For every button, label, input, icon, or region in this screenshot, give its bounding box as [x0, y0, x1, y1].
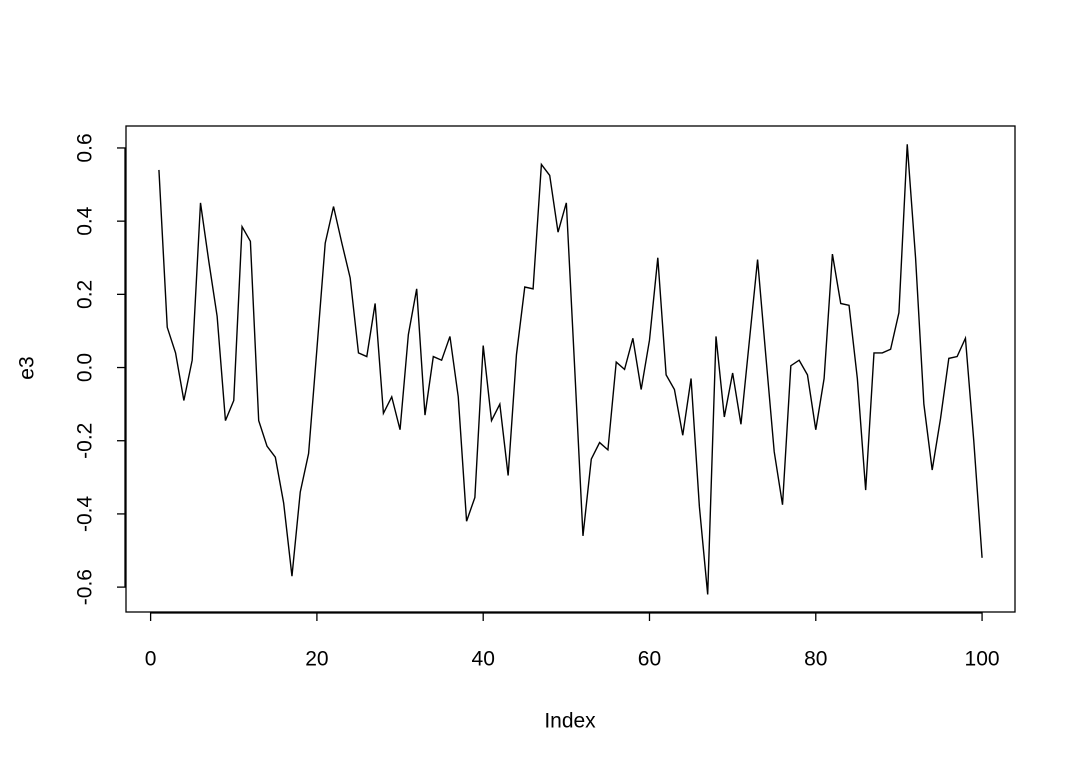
plot-frame	[125, 125, 1016, 613]
y-tick-label: 0.0	[74, 353, 97, 382]
x-tick-label: 100	[965, 648, 1000, 671]
y-tick-label: 0.2	[74, 280, 97, 309]
x-tick-label: 80	[804, 648, 827, 671]
x-tick-label: 20	[305, 648, 328, 671]
y-tick-label: 0.4	[74, 206, 97, 236]
x-tick-label: 40	[472, 648, 495, 671]
data-line	[158, 144, 983, 595]
x-tick-label: 0	[145, 648, 157, 671]
x-axis-label: Index	[544, 710, 596, 733]
y-tick-label: -0.6	[74, 569, 97, 605]
y-tick-label: -0.4	[74, 496, 97, 533]
y-tick-label: 0.6	[74, 133, 97, 162]
y-axis-label: e3	[16, 356, 39, 379]
x-tick-label: 60	[638, 648, 661, 671]
y-tick-label: -0.2	[74, 423, 97, 459]
